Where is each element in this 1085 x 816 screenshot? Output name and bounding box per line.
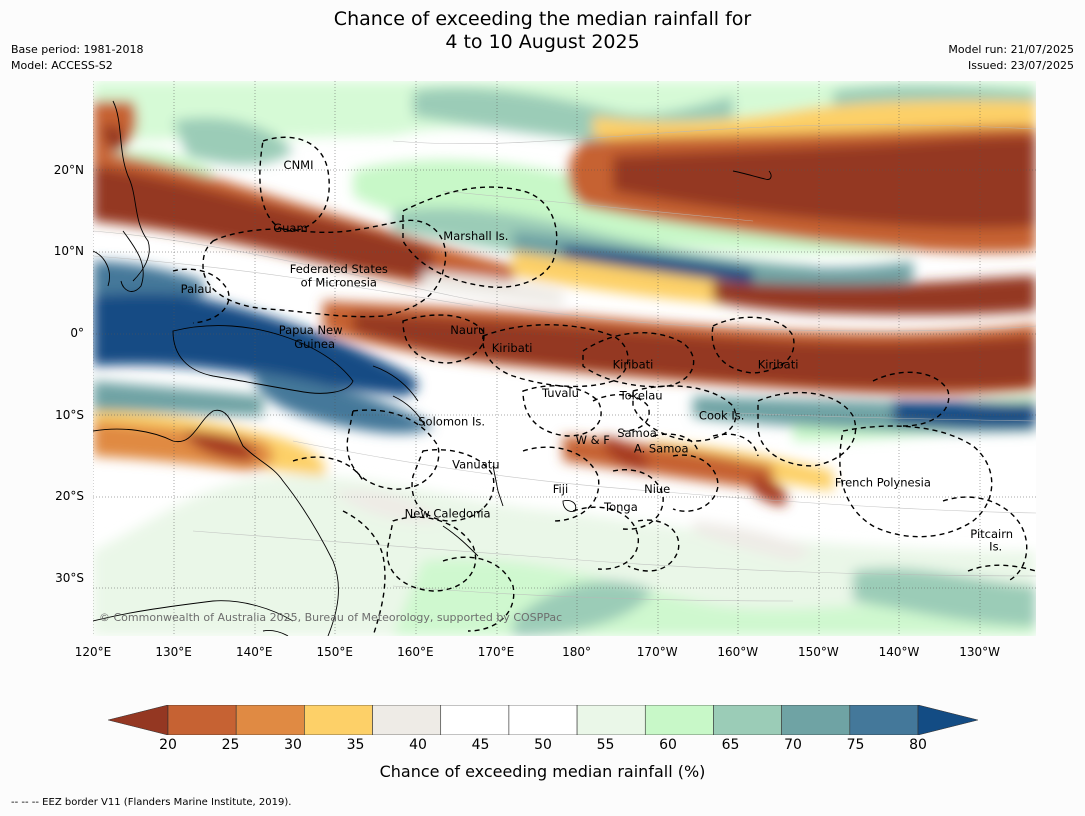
title-line-2: 4 to 10 August 2025 [445,31,640,53]
colorbar-bin [508,705,578,735]
colorbar-tick-label: 60 [659,737,677,753]
colorbar-bin [440,705,510,735]
longitude-tick-label: 130°E [155,645,192,659]
colorbar-bin [235,705,305,735]
longitude-tick-label: 140°W [878,645,920,659]
colorbar-bin [576,705,646,735]
place-label: Cook Is. [699,409,744,423]
latitude-tick-label: 20°N [53,162,84,177]
colorbar-title: Chance of exceeding median rainfall (%) [379,762,706,781]
colorbar-tick-label: 35 [346,737,365,753]
issued-date: Issued: 23/07/2025 [967,59,1074,72]
place-label: Palau [181,282,212,296]
place-label: A. Samoa [634,441,689,455]
latitude-tick-label: 10°S [55,407,84,422]
place-label: Papua New [279,323,343,337]
graticule [93,81,1036,636]
place-label: Kiribati [758,357,799,371]
model-name: Model: ACCESS-S2 [11,59,113,72]
colorbar-tick-label: 55 [596,737,615,753]
colorbar-tick-label: 20 [159,737,177,753]
colorbar-bin [304,705,373,735]
colorbar-tick-label: 30 [284,737,302,753]
longitude-tick-label: 170°E [477,645,515,659]
colorbar-extend-low [108,705,169,735]
place-label: Niue [644,482,670,496]
place-label: CNMI [284,158,314,172]
meta-right: Model run: 21/07/2025 Issued: 23/07/2025 [948,42,1074,74]
place-label: Fiji [553,482,568,496]
place-label: Vanuatu [452,458,499,472]
place-label: Tonga [603,500,638,514]
place-label: Kiribati [613,357,654,371]
colorbar-tick-label: 45 [471,737,490,753]
longitude-tick-label: 160°E [397,645,434,659]
place-label: Guinea [294,337,335,351]
title-line-1: Chance of exceeding the median rainfall … [333,8,752,30]
map-title: Chance of exceeding the median rainfall … [0,8,1085,54]
longitude-tick-label: 150°W [797,645,839,659]
latitude-tick-label: 20°S [55,489,84,504]
colorbar-extend-high [917,705,978,735]
eez-footer-note: -- -- -- EEZ border V11 (Flanders Marine… [11,797,292,808]
latitude-tick-label: 10°N [53,244,84,259]
place-label: Tuvalu [541,386,579,400]
colorbar [108,705,978,735]
colorbar-tick-label: 50 [534,737,552,753]
colorbar-bin [167,705,237,735]
place-label: Nauru [450,323,485,337]
colorbar-bin [713,705,782,735]
place-label: Samoa [617,426,657,440]
longitude-tick-label: 180° [562,645,592,659]
colorbar-bin [781,705,851,735]
rainfall-map: CNMI Guam Marshall Is. Federated States of M… [93,81,1036,636]
colorbar-bin [372,705,442,735]
longitude-tick-label: 120°E [74,645,112,659]
place-label: French Polynesia [835,476,931,490]
colorbar-tick-label: 75 [846,737,865,753]
place-label: Kiribati [492,341,533,355]
place-label: Guam [273,221,307,235]
place-label: Tokelau [619,388,663,402]
place-label: W & F [576,433,610,447]
colorbar-bin [644,705,714,735]
place-label: of Micronesia [301,276,377,290]
colorbar-tick-label: 40 [409,737,427,753]
place-label: Solomon Is. [418,414,485,428]
colorbar-tick-label: 70 [784,737,802,753]
colorbar-tick-label: 25 [221,737,240,753]
base-period: Base period: 1981-2018 [11,43,144,56]
place-label: New Caledonia [405,507,491,521]
colorbar-tick-label: 65 [721,737,740,753]
longitude-tick-label: 170°W [636,645,678,659]
longitude-tick-label: 150°E [316,645,354,659]
place-label: Is. [989,539,1002,553]
latitude-tick-label: 30°S [55,570,84,585]
longitude-tick-label: 160°W [717,645,759,659]
model-run: Model run: 21/07/2025 [948,43,1074,56]
place-label: Federated States [290,262,388,276]
eez-boundaries [172,136,1036,636]
copyright-notice: © Commonwealth of Australia 2025, Bureau… [99,611,562,624]
colorbar-tick-label: 80 [909,737,927,753]
place-label: Pitcairn [970,527,1013,541]
coastlines [93,100,772,636]
meta-left: Base period: 1981-2018 Model: ACCESS-S2 [11,42,143,74]
colorbar-bin [849,705,919,735]
place-label: Marshall Is. [443,229,508,243]
longitude-tick-label: 140°E [235,645,273,659]
longitude-tick-label: 130°W [959,645,1000,659]
latitude-tick-label: 0° [70,326,84,340]
